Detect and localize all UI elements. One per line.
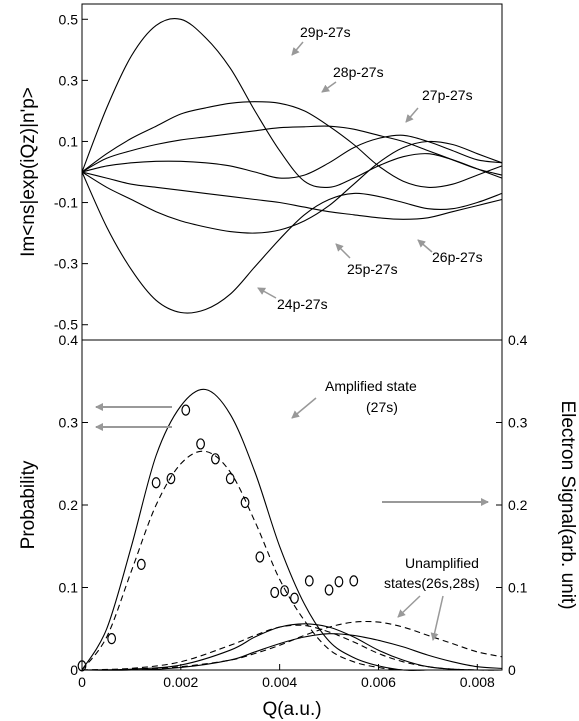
electron-signal-point (324, 584, 334, 596)
top-line-29p-27s (81, 17, 503, 188)
top-line-26p-27s (81, 171, 503, 220)
electron-signal-point (136, 558, 146, 571)
arrow-29p-27s (291, 41, 304, 56)
electron-signal-point (349, 575, 359, 587)
top-y-tick-label: 0.3 (59, 72, 79, 88)
electron-signal-point (196, 438, 205, 450)
label-26p-27s: 26p-27s (432, 249, 483, 265)
label-29p-27s: 29p-27s (300, 24, 351, 40)
top-y-ticks: 0.5 0.3 0.1 -0.1 -0.3 -0.5 (54, 11, 88, 333)
electron-signal-point (225, 473, 235, 485)
x-tick-label: 0.002 (163, 674, 198, 690)
bottom-series-lines (81, 388, 503, 671)
electron-signal-point (166, 473, 176, 485)
label-28p-27s: 28p-27s (333, 64, 384, 80)
top-y-tick-label: 0.1 (59, 133, 79, 149)
label-25p-27s: 25p-27s (347, 261, 398, 277)
amplified-label-line1: Amplified state (325, 378, 417, 394)
arrow-25p-27s (335, 243, 351, 259)
top-y-tick-label: -0.3 (54, 256, 78, 272)
arrow-28p-27s (321, 81, 337, 93)
x-tick-label: 0 (78, 674, 86, 690)
electron-signal-point (270, 586, 280, 599)
x-tick-label: 0.004 (262, 674, 297, 690)
x-tick-label: 0.008 (460, 674, 495, 690)
right-y-axis-label: Electron Signal(arb. unit) (557, 400, 578, 609)
electron-signal-point (334, 576, 344, 588)
unamplified-label-line2: states(26s,28s) (384, 575, 480, 591)
bottom-line-26s-solid (81, 623, 503, 671)
electron-signal-point (107, 633, 117, 645)
bottom-line-28s-solid (81, 633, 503, 671)
top-y-tick-label: 0.5 (59, 11, 79, 27)
right-y-tick-label: 0 (508, 662, 516, 678)
arrow-amplified (291, 397, 317, 419)
bottom-left-y-ticks: 0.4 0.3 0.2 0.1 0 (59, 332, 88, 678)
bottom-line-28s-dashed (81, 620, 503, 671)
arrow-unamplified-2 (430, 595, 444, 641)
bottom-y-tick-label: 0.2 (59, 497, 79, 513)
electron-signal-point (304, 575, 314, 587)
arrow-24p-27s (257, 287, 277, 299)
right-y-tick-label: 0.2 (508, 497, 528, 513)
right-y-tick-label: 0.1 (508, 580, 528, 596)
bottom-y-tick-label: 0.1 (59, 580, 79, 596)
arrow-unamplified-1 (397, 595, 421, 618)
label-24p-27s: 24p-27s (277, 296, 328, 312)
top-y-axis-label: Im<ns|exp(iQz)|n'p> (18, 87, 39, 257)
arrow-26p-27s (417, 239, 433, 253)
bottom-y-tick-label: 0 (70, 662, 78, 678)
bottom-y-tick-label: 0.3 (59, 415, 79, 431)
bottom-line-27s-solid (81, 388, 502, 671)
label-27p-27s: 27p-27s (422, 87, 473, 103)
bottom-y-tick-label: 0.4 (59, 332, 79, 348)
top-panel: 0.5 0.3 0.1 -0.1 -0.3 -0.5 Im<ns|exp(iQz)|n'p… (18, 3, 503, 341)
top-line-28p-27s (81, 101, 503, 188)
top-series-lines (81, 17, 503, 314)
arrow-27p-27s (405, 107, 419, 123)
bottom-right-y-ticks: 0.4 0.3 0.2 0.1 0 (496, 332, 528, 678)
electron-signal-point (181, 404, 191, 416)
bottom-x-ticks: 0 0.002 0.004 0.006 0.008 (78, 664, 495, 690)
top-line-series-3 (81, 134, 503, 179)
electron-signal-point (240, 496, 250, 509)
x-tick-label: 0.006 (361, 674, 396, 690)
top-line-24p-27s (81, 171, 503, 314)
bottom-y-axis-label: Probability (18, 460, 39, 549)
bottom-line-26s-dashed (81, 624, 503, 671)
unamplified-label-line1: Unamplified (405, 555, 479, 571)
top-y-tick-label: -0.1 (54, 195, 78, 211)
electron-signal-point (211, 453, 220, 465)
top-line-27p-27s (81, 125, 503, 176)
x-axis-label: Q(a.u.) (262, 699, 321, 720)
electron-signal-point (280, 585, 289, 597)
amplified-label-line2: (27s) (366, 399, 398, 415)
electron-signal-markers (77, 404, 359, 672)
bottom-plot-frame (81, 339, 503, 671)
electron-signal-point (151, 477, 161, 489)
bottom-panel: 0.40.30.20.10 0.40.30.20.10 0 0.002 0.004 0… (18, 332, 578, 720)
electron-signal-point (290, 592, 299, 604)
electron-signal-point (255, 551, 265, 563)
top-y-tick-label: -0.5 (54, 317, 78, 333)
right-y-tick-label: 0.3 (508, 415, 528, 431)
right-y-tick-label: 0.4 (508, 332, 528, 348)
